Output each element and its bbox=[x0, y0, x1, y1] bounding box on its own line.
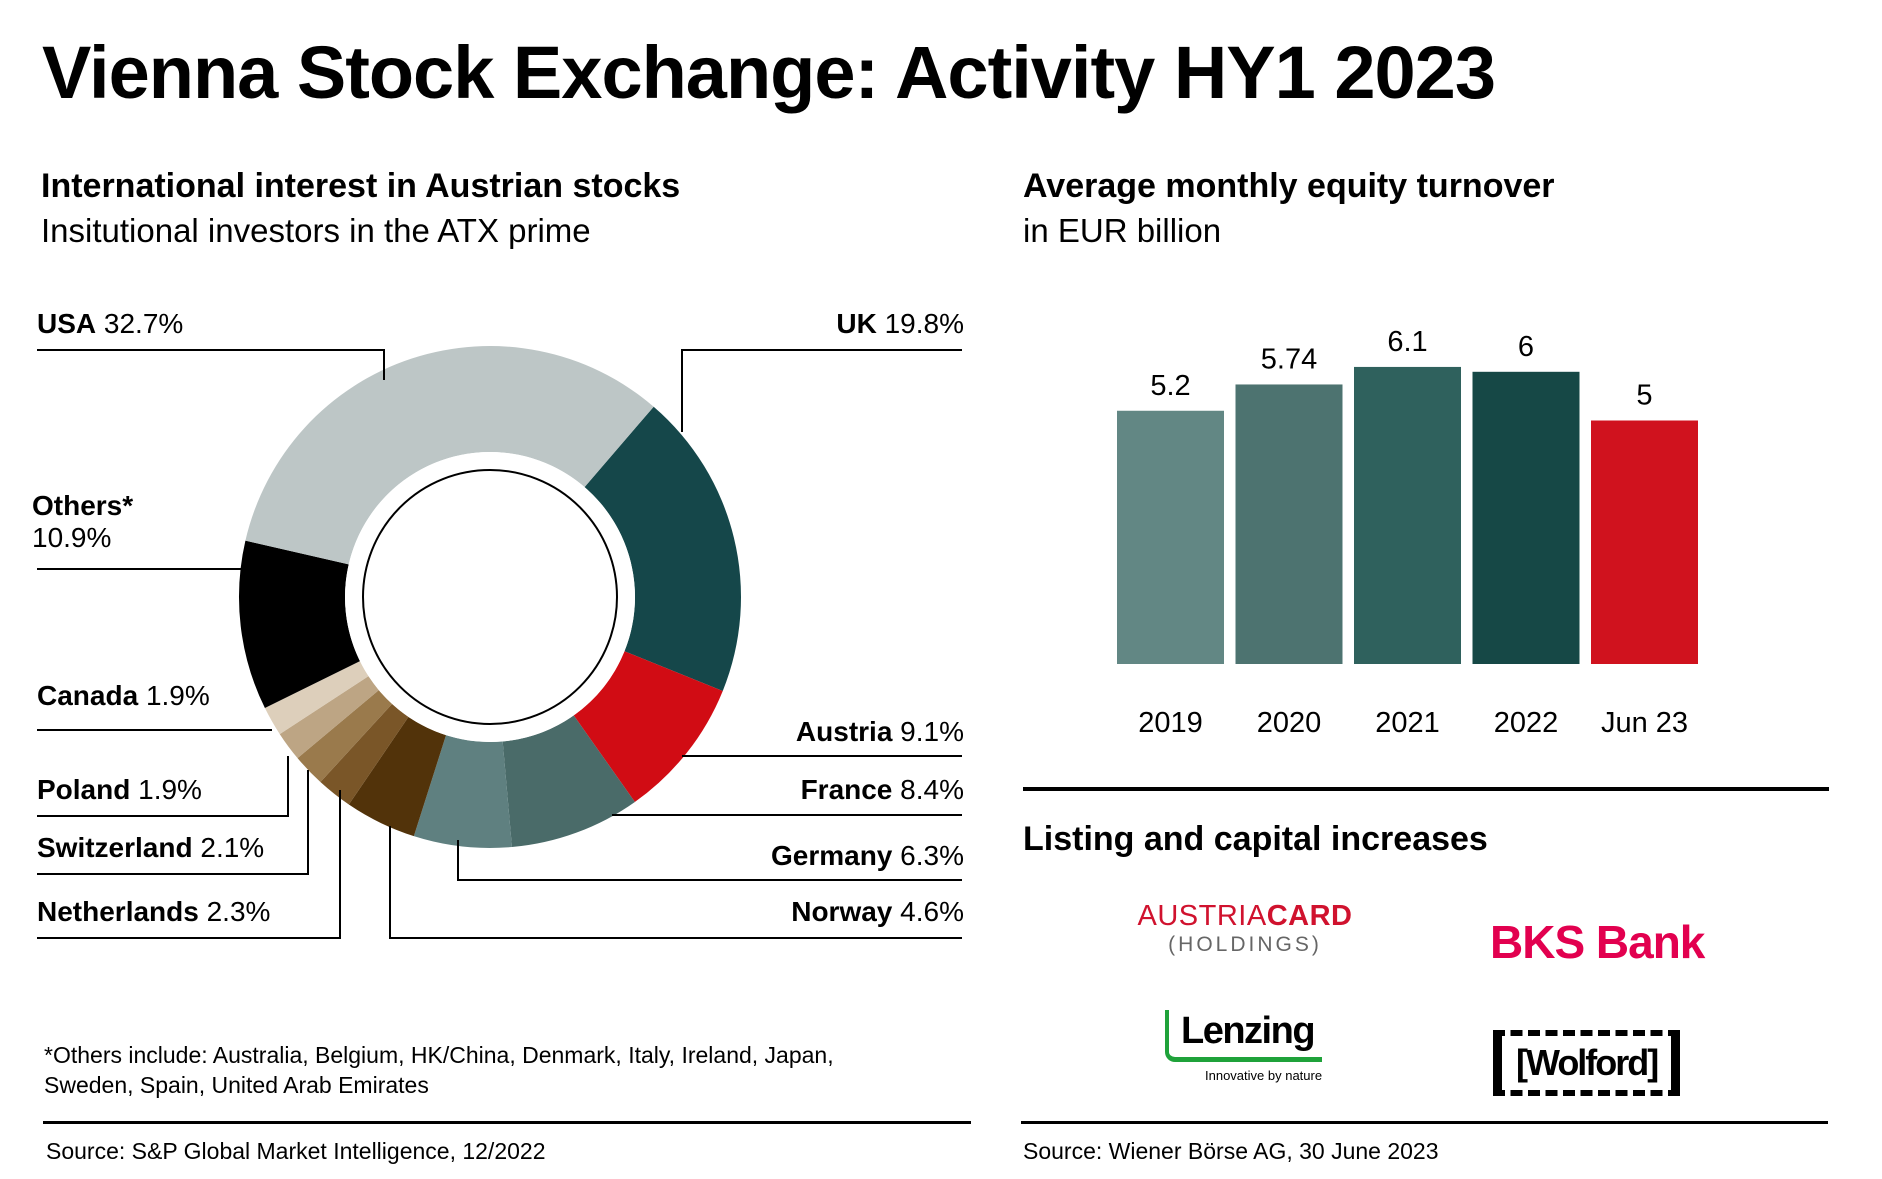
listing-heading: Listing and capital increases bbox=[1023, 820, 1488, 858]
bar-category-label: 2019 bbox=[1138, 707, 1203, 739]
leader-lines bbox=[37, 349, 962, 939]
footnote: *Others include: Australia, Belgium, HK/… bbox=[44, 1042, 834, 1098]
pie-heading: International interest in Austrian stock… bbox=[41, 167, 681, 205]
label-netherlands: Netherlands 2.3% bbox=[37, 896, 271, 927]
donut-hole bbox=[345, 452, 635, 742]
bar-category-label: 2021 bbox=[1375, 707, 1440, 739]
bar-value-label: 6 bbox=[1518, 331, 1534, 363]
donut-inner-ring bbox=[362, 469, 618, 725]
label-france: France 8.4% bbox=[800, 774, 964, 805]
listing-rule bbox=[1023, 787, 1829, 791]
left-source: Source: S&P Global Market Intelligence, … bbox=[46, 1138, 546, 1164]
label-others: Others* 10.9% bbox=[32, 490, 134, 553]
right-source-rule bbox=[1021, 1121, 1828, 1124]
slice-usa bbox=[245, 345, 654, 565]
logo-wolford: [Wolford] bbox=[1493, 1030, 1681, 1096]
label-uk: UK 19.8% bbox=[836, 308, 964, 339]
bar-value-label: 5.74 bbox=[1261, 343, 1317, 375]
slice-switzerland bbox=[297, 690, 393, 783]
page-title: Vienna Stock Exchange: Activity HY1 2023 bbox=[42, 31, 1496, 114]
pie-subheading: Insitutional investors in the ATX prime bbox=[41, 212, 591, 249]
bar-2021 bbox=[1354, 366, 1461, 664]
bar-jun-23 bbox=[1591, 420, 1698, 664]
bar-value-label: 6.1 bbox=[1387, 326, 1427, 358]
slice-poland bbox=[279, 676, 379, 759]
bar-subheading: in EUR billion bbox=[1023, 212, 1222, 249]
label-germany: Germany 6.3% bbox=[770, 840, 964, 871]
slice-france bbox=[502, 715, 635, 848]
bar-category-label: 2020 bbox=[1257, 707, 1322, 739]
right-source: Source: Wiener Börse AG, 30 June 2023 bbox=[1023, 1138, 1439, 1164]
bar-2020 bbox=[1235, 384, 1343, 664]
label-austria: Austria 9.1% bbox=[795, 716, 964, 747]
slice-canada bbox=[264, 661, 369, 735]
slice-netherlands bbox=[320, 703, 409, 805]
logo-bks-bank: BKS Bank bbox=[1490, 916, 1705, 968]
left-source-rule bbox=[43, 1121, 971, 1124]
logo-austriacard: AUSTRIACARD (HOLDINGS) bbox=[1137, 900, 1353, 956]
logo-lenzing: Lenzing Innovative by nature bbox=[1165, 1010, 1323, 1083]
slice-austria bbox=[573, 651, 723, 802]
label-poland: Poland 1.9% bbox=[37, 774, 202, 805]
slice-norway bbox=[348, 716, 447, 837]
label-canada: Canada 1.9% bbox=[37, 680, 210, 711]
slice-germany bbox=[413, 735, 512, 848]
bar-value-label: 5.2 bbox=[1150, 370, 1190, 402]
slice-uk bbox=[584, 406, 741, 691]
bar-category-label: 2022 bbox=[1494, 707, 1559, 739]
label-norway: Norway 4.6% bbox=[791, 896, 964, 927]
bar-2022 bbox=[1472, 371, 1580, 664]
bar-value-label: 5 bbox=[1636, 380, 1652, 412]
bar-2019 bbox=[1117, 410, 1224, 664]
bar-heading: Average monthly equity turnover bbox=[1023, 167, 1555, 205]
bar-category-label: Jun 23 bbox=[1601, 707, 1688, 739]
slice-others bbox=[239, 540, 360, 709]
label-switzerland: Switzerland 2.1% bbox=[37, 832, 265, 863]
label-usa: USA 32.7% bbox=[37, 308, 184, 339]
